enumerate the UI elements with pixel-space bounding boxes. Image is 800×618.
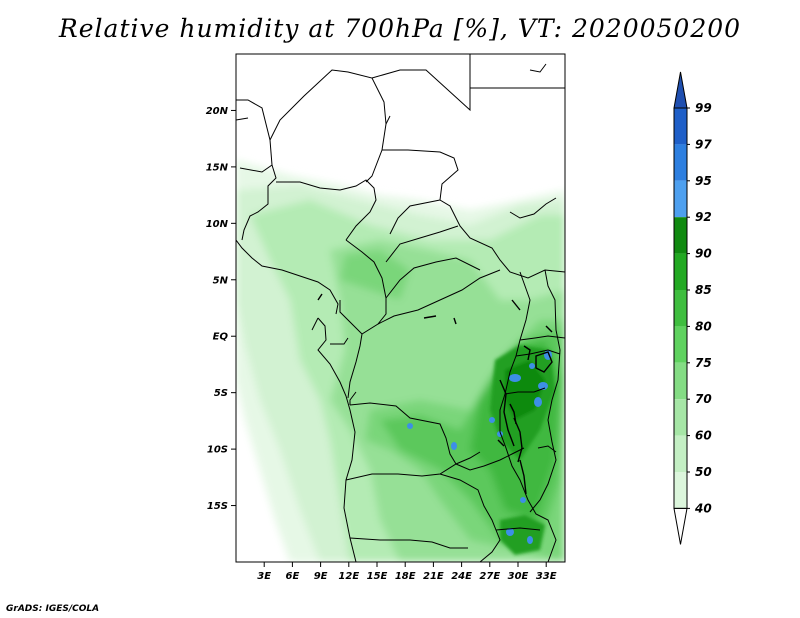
colorbar-label: 90: [695, 247, 712, 261]
colorbar-label: 75: [695, 356, 712, 370]
lat-tick-label: EQ: [213, 332, 229, 343]
colorbar-label: 40: [694, 501, 712, 515]
colorbar-outline: [673, 107, 688, 509]
lon-tick-label: 15E: [367, 571, 388, 582]
colorbar-segment: [674, 326, 687, 363]
colorbar-segment: [674, 435, 687, 472]
colorbar-label: 97: [695, 137, 712, 151]
grads-credit: GrADS: IGES/COLA: [6, 604, 100, 614]
lon-tick-label: 24E: [451, 571, 472, 582]
humidity-zone-75: [340, 250, 410, 300]
colorbar-segment: [674, 362, 687, 400]
lat-tick-label: 10S: [207, 445, 228, 456]
lon-tick-label: 21E: [423, 571, 444, 582]
colorbar-legend: 99 97 95 92 90 85 80 75 70 60 50 40: [673, 71, 712, 545]
lat-tick-label: 15N: [206, 162, 229, 173]
colorbar-segment: [674, 108, 687, 145]
lat-tick-label: 15S: [207, 501, 228, 512]
colorbar-segment: [674, 472, 687, 509]
colorbar-label: 95: [695, 174, 712, 188]
lon-tick-label: 9E: [314, 571, 328, 582]
humidity-spots-95: [407, 350, 552, 544]
humidity-field: [236, 160, 565, 562]
colorbar-label: 92: [695, 210, 712, 224]
colorbar-label: 80: [695, 319, 712, 333]
colorbar-top-triangle: [673, 71, 688, 109]
lon-tick-label: 12E: [338, 571, 359, 582]
lat-tick-label: 5S: [214, 388, 228, 399]
lat-tick-label: 10N: [206, 219, 229, 230]
lon-tick-label: 18E: [395, 571, 416, 582]
lon-tick-label: 27E: [479, 571, 500, 582]
longitude-axis: 3E 6E 9E 12E 15E 18E 21E 24E 27E 30E 33E: [257, 562, 557, 582]
map-frame: [235, 53, 566, 563]
colorbar-segment: [674, 180, 687, 218]
colorbar-segment: [674, 217, 687, 254]
humidity-zone-90b: [500, 515, 545, 555]
lon-tick-label: 3E: [257, 571, 271, 582]
colorbar-bottom-triangle: [673, 507, 688, 545]
lakes: [317, 293, 553, 495]
colorbar-segment: [674, 290, 687, 327]
lon-tick-label: 6E: [286, 571, 300, 582]
colorbar-segment: [674, 144, 687, 181]
lat-tick-label: 5N: [213, 275, 229, 286]
colorbar-segment: [674, 253, 687, 290]
colorbar-label: 99: [695, 101, 712, 115]
colorbar-label: 70: [695, 392, 712, 406]
latitude-axis: 20N 15N 10N 5N EQ 5S 10S 15S: [206, 106, 236, 512]
colorbar-label: 50: [695, 465, 712, 479]
lon-tick-label: 33E: [536, 571, 557, 582]
coastlines-borders: [236, 54, 565, 562]
lon-tick-label: 30E: [508, 571, 529, 582]
colorbar-segment: [674, 399, 687, 436]
lat-tick-label: 20N: [206, 106, 229, 117]
colorbar-label: 85: [695, 283, 712, 297]
colorbar-label: 60: [695, 429, 712, 443]
map-title: Relative humidity at 700hPa [%], VT: 202…: [58, 14, 742, 43]
